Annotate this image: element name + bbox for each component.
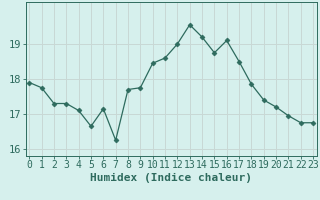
X-axis label: Humidex (Indice chaleur): Humidex (Indice chaleur) <box>90 173 252 183</box>
